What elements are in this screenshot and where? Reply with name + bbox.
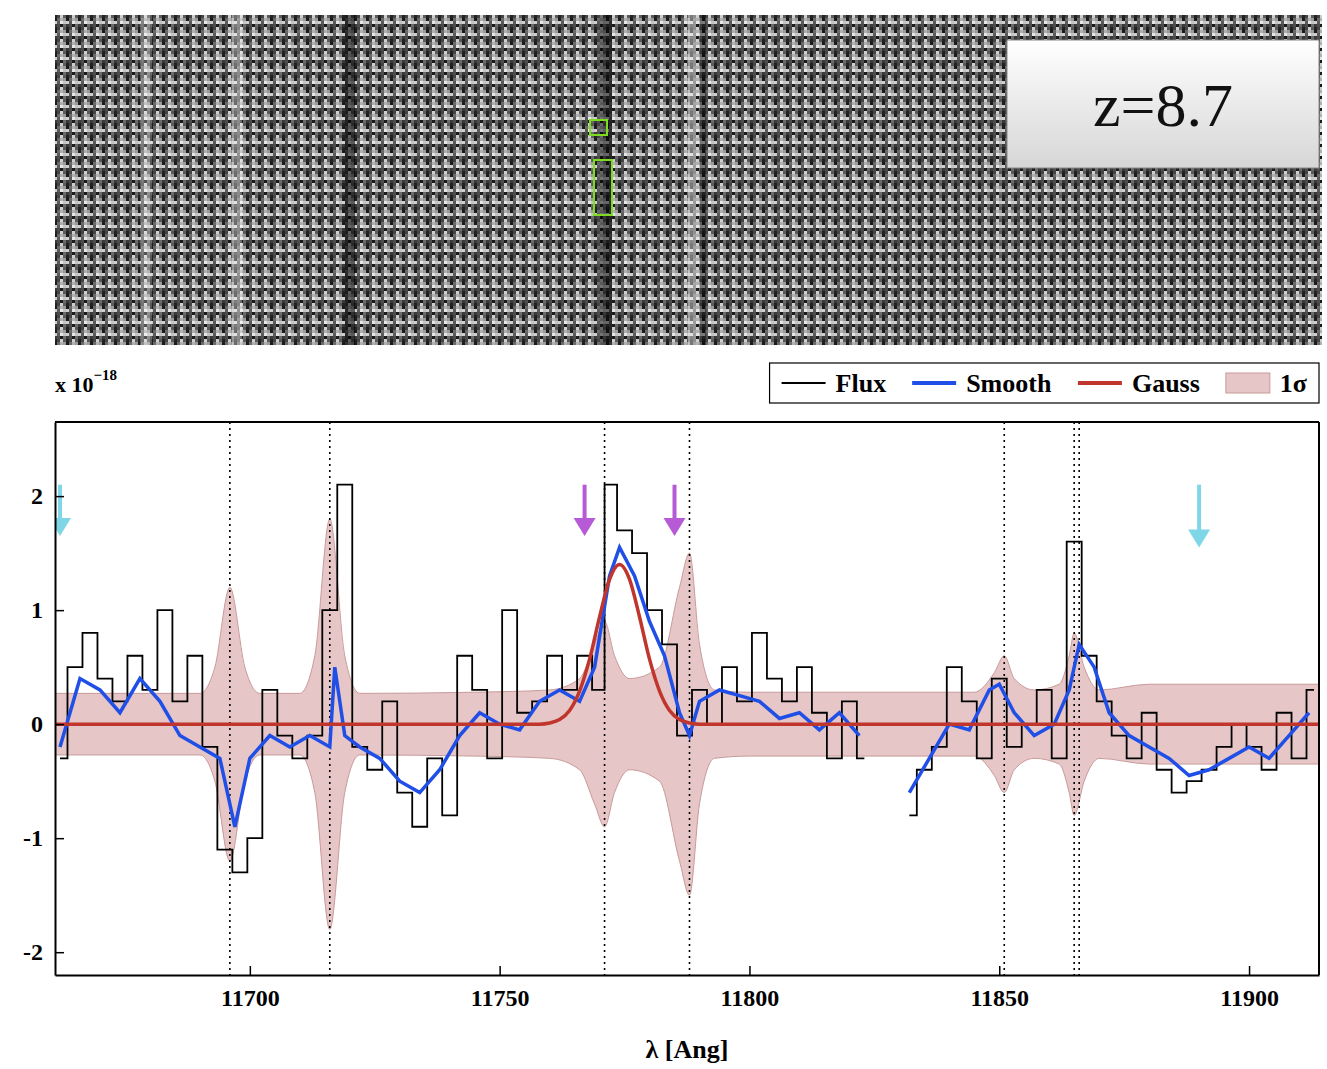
aperture-box (594, 160, 612, 215)
y-tick: 2 (31, 483, 64, 509)
x-tick-mark (250, 966, 252, 975)
x-tick: 11700 (221, 966, 280, 1011)
spectrum-image: z=8.7 (55, 15, 1322, 345)
image-background (55, 15, 1322, 345)
legend-swatch (912, 381, 956, 385)
y-tick-mark (55, 838, 64, 840)
x-tick-label: 11700 (221, 985, 280, 1011)
arrow (1188, 485, 1210, 548)
x-tick: 11850 (970, 966, 1029, 1011)
x-tick-label: 11900 (1220, 985, 1279, 1011)
sky-line (1073, 422, 1075, 975)
x-tick-label: 11750 (471, 985, 530, 1011)
legend-swatch (782, 382, 826, 384)
series-step (60, 485, 1314, 873)
y-tick-mark (55, 610, 64, 612)
x-tick-mark (499, 966, 501, 975)
legend-swatch (1078, 381, 1122, 385)
sky-line (229, 422, 231, 975)
y-unit: x 10−18 (55, 367, 117, 397)
arrow-head (55, 518, 71, 536)
arrow (574, 485, 596, 536)
x-tick: 11750 (471, 966, 530, 1011)
y-tick: 1 (31, 597, 64, 623)
image-streak (700, 15, 706, 345)
series-line (60, 547, 1309, 826)
legend-entry: Gauss (1078, 369, 1200, 398)
image-streak (345, 15, 355, 345)
legend-label: Gauss (1132, 369, 1200, 398)
x-tick-mark (749, 966, 751, 975)
legend-entry: 1σ (1226, 369, 1307, 398)
legend-entry: Flux (782, 369, 887, 398)
arrow-shaft (673, 485, 677, 522)
y-unit-exponent: −18 (94, 367, 118, 383)
aperture-box (590, 120, 607, 135)
sky-line (1078, 422, 1080, 975)
x-tick: 11900 (1220, 966, 1279, 1011)
image-streak (688, 15, 696, 345)
image-streak (232, 15, 242, 345)
sky-line (329, 422, 331, 975)
series-line (55, 565, 1319, 725)
frame-right (1318, 422, 1320, 975)
y-axis-line (55, 423, 57, 976)
y-tick: -2 (23, 939, 64, 965)
chart: z=8.7 11700 11750 11800 11850 11900 -2 -1 0 1 2 x 1… (0, 0, 1327, 1069)
sigma-band (55, 519, 1319, 929)
y-unit-base: x 10 (55, 372, 94, 397)
arrow-shaft (583, 485, 587, 522)
plot-area (55, 422, 1319, 975)
arrow-head (574, 518, 596, 536)
y-tick: -1 (23, 825, 64, 851)
arrow-head (664, 518, 686, 536)
x-tick: 11800 (721, 966, 780, 1011)
arrow-head (1188, 529, 1210, 547)
frame-top (55, 421, 1319, 423)
y-tick-mark (55, 724, 64, 726)
x-tick-mark (999, 966, 1001, 975)
y-axis: -2 -1 0 1 2 (23, 423, 64, 976)
x-tick-label: 11850 (970, 985, 1029, 1011)
y-tick-label: 2 (31, 483, 43, 509)
y-tick-label: 0 (31, 711, 43, 737)
redshift-label: z=8.7 (1093, 71, 1233, 139)
x-axis-line (56, 975, 1320, 977)
arrow-shaft (1197, 485, 1201, 534)
arrow (55, 485, 71, 536)
x-axis-title: λ [Ang] (646, 1035, 729, 1064)
legend-label: Smooth (966, 369, 1052, 398)
legend-entry: Smooth (912, 369, 1052, 398)
x-axis: 11700 11750 11800 11850 11900 (56, 966, 1320, 1011)
legend-label: Flux (836, 369, 887, 398)
legend-box (770, 363, 1319, 403)
x-tick-mark (1249, 966, 1251, 975)
y-tick-mark (55, 496, 64, 498)
y-tick-label: -2 (23, 939, 43, 965)
redshift-box (1007, 40, 1319, 168)
x-tick-label: 11800 (721, 985, 780, 1011)
legend-label: 1σ (1280, 369, 1307, 398)
legend: Flux Smooth Gauss 1σ (770, 363, 1319, 403)
image-streak (140, 15, 152, 345)
image-streak (600, 15, 612, 345)
arrow-shaft (58, 485, 62, 522)
y-tick-label: 1 (31, 597, 43, 623)
y-tick-mark (55, 952, 64, 954)
y-tick: 0 (31, 711, 64, 737)
sky-line (689, 422, 691, 975)
legend-swatch (1226, 373, 1270, 393)
arrow (664, 485, 686, 536)
y-tick-label: -1 (23, 825, 43, 851)
